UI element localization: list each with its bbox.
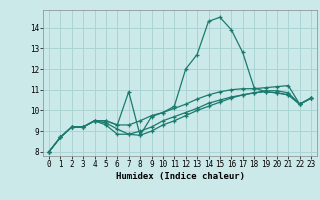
- X-axis label: Humidex (Indice chaleur): Humidex (Indice chaleur): [116, 172, 244, 181]
